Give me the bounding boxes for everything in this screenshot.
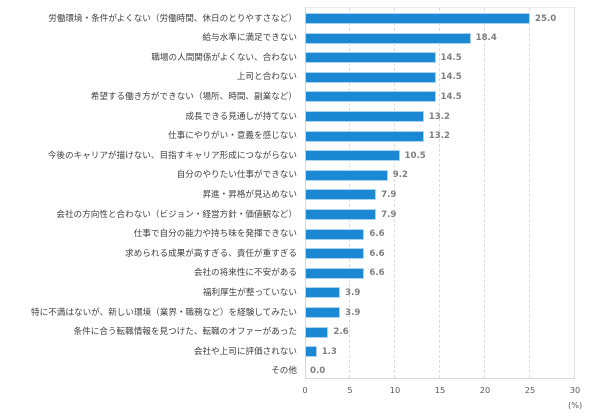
bar [305, 130, 424, 142]
gridline [439, 8, 440, 378]
x-tick-label: 20 [479, 385, 491, 395]
bar [305, 346, 317, 358]
value-label: 6.6 [369, 268, 385, 279]
bar [305, 32, 471, 44]
x-tick-label: 25 [524, 385, 536, 395]
category-label: 自分のやりたい仕事ができない [176, 170, 297, 181]
category-label: 会社の方向性と合わない（ビジョン・経営方針・価値観など） [56, 209, 297, 220]
bar [305, 52, 436, 64]
gridline [394, 8, 395, 378]
value-label: 3.9 [345, 307, 361, 318]
value-label: 0.0 [310, 366, 326, 377]
x-tick-label: 30 [569, 385, 581, 395]
value-label: 6.6 [369, 248, 385, 259]
bar [305, 248, 365, 260]
category-label: 仕事にやりがい・意義を感じない [168, 131, 297, 142]
value-label: 7.9 [381, 209, 397, 220]
bar [305, 267, 365, 279]
category-label: 会社や上司に評価されない [193, 346, 297, 357]
value-label: 10.5 [404, 150, 426, 161]
value-label: 6.6 [369, 229, 385, 240]
category-label: 成長できる見通しが持てない [185, 111, 297, 122]
value-label: 9.2 [392, 170, 409, 181]
x-tick-label: 15 [434, 385, 446, 395]
bar [305, 228, 365, 240]
bar [305, 150, 400, 162]
bar [305, 326, 329, 338]
category-label: 昇進・昇格が見込めない [202, 189, 297, 200]
category-label: 仕事で自分の能力や持ち味を発揮できない [133, 229, 297, 240]
value-label: 1.3 [321, 346, 337, 357]
value-label: 25.0 [535, 13, 557, 24]
gridline [529, 8, 530, 378]
value-label: 13.2 [428, 131, 451, 142]
value-label: 18.4 [475, 33, 497, 44]
category-label: その他 [271, 366, 297, 377]
x-tick-label: 5 [347, 385, 353, 395]
x-tick-label: 10 [389, 385, 401, 395]
bar [305, 209, 377, 220]
category-label: 条件に合う転職情報を見つけた、転職のオファーがあった [73, 327, 297, 338]
category-label: 労働環境・条件がよくない（労働時間、休日のとりやすさなど） [48, 13, 297, 24]
bar [305, 307, 341, 318]
category-label: 職場の人間関係がよくない、合わない [151, 52, 297, 63]
bar [305, 71, 436, 83]
value-label: 13.2 [428, 111, 451, 122]
value-label: 3.9 [345, 287, 361, 298]
bar [305, 189, 377, 201]
bar [305, 169, 388, 181]
bar [305, 13, 530, 24]
x-tick-label: 0 [302, 385, 308, 395]
category-label: 福利厚生が整っていない [202, 287, 297, 298]
bar [305, 91, 436, 103]
bar [305, 287, 341, 299]
value-label: 14.5 [440, 72, 462, 83]
category-label: 希望する働き方ができない（場所、時間、副業など） [90, 91, 297, 102]
category-label: 会社の将来性に不安がある [193, 268, 297, 279]
category-label: 特に不満はないが、新しい環境（業界・職務など）を経験してみたい [31, 307, 297, 318]
category-label: 求められる成果が高すぎる、責任が重すぎる [125, 248, 297, 259]
category-label: 給与水準に満足できない [202, 33, 297, 44]
gridline [484, 8, 485, 378]
value-label: 7.9 [381, 189, 397, 200]
value-label: 2.6 [333, 327, 349, 338]
value-label: 14.5 [440, 52, 462, 63]
value-label: 14.5 [440, 91, 462, 102]
category-label: 上司と合わない [236, 72, 297, 83]
bar [305, 111, 424, 122]
category-label: 今後のキャリアが描けない、目指すキャリア形成につながらない [47, 150, 297, 161]
x-axis-unit-label: (%) [568, 400, 583, 410]
